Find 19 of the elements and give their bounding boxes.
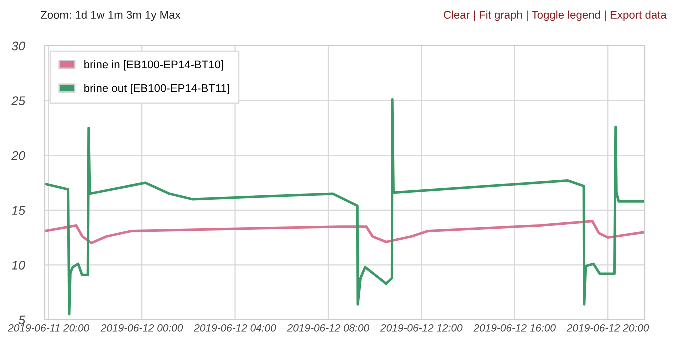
x-tick-label: 2019-06-12 00:00 [100, 324, 184, 332]
legend-label: brine out [EB100-EP14-BT11] [84, 84, 230, 94]
legend-label: brine in [EB100-EP14-BT10] [84, 60, 224, 71]
text: Zoom: 1d 1w 1m 3m 1y Max [40, 10, 181, 22]
y-tick-label: 30 [12, 42, 26, 51]
y-tick-label: 15 [12, 206, 26, 216]
x-tick-label: 2019-06-12 16:00 [474, 324, 556, 332]
x-tick-label: 2019-06-11 20:00 [8, 324, 90, 332]
text: Clear | Fit graph | Toggle legend | Export data [444, 10, 667, 22]
x-tick-label: 2019-06-12 04:00 [194, 324, 276, 332]
y-tick-label: 5 [18, 316, 26, 325]
y-tick-label: 10 [12, 261, 26, 270]
y-tick-label: 25 [12, 96, 26, 106]
x-tick-label: 2019-06-12 12:00 [380, 324, 463, 332]
line-series [45, 220, 645, 245]
x-tick-label: 2019-06-12 20:00 [566, 324, 650, 332]
line-series [45, 98, 645, 316]
x-tick-label: 2019-06-12 08:00 [287, 324, 370, 332]
y-tick-label: 20 [12, 151, 26, 160]
